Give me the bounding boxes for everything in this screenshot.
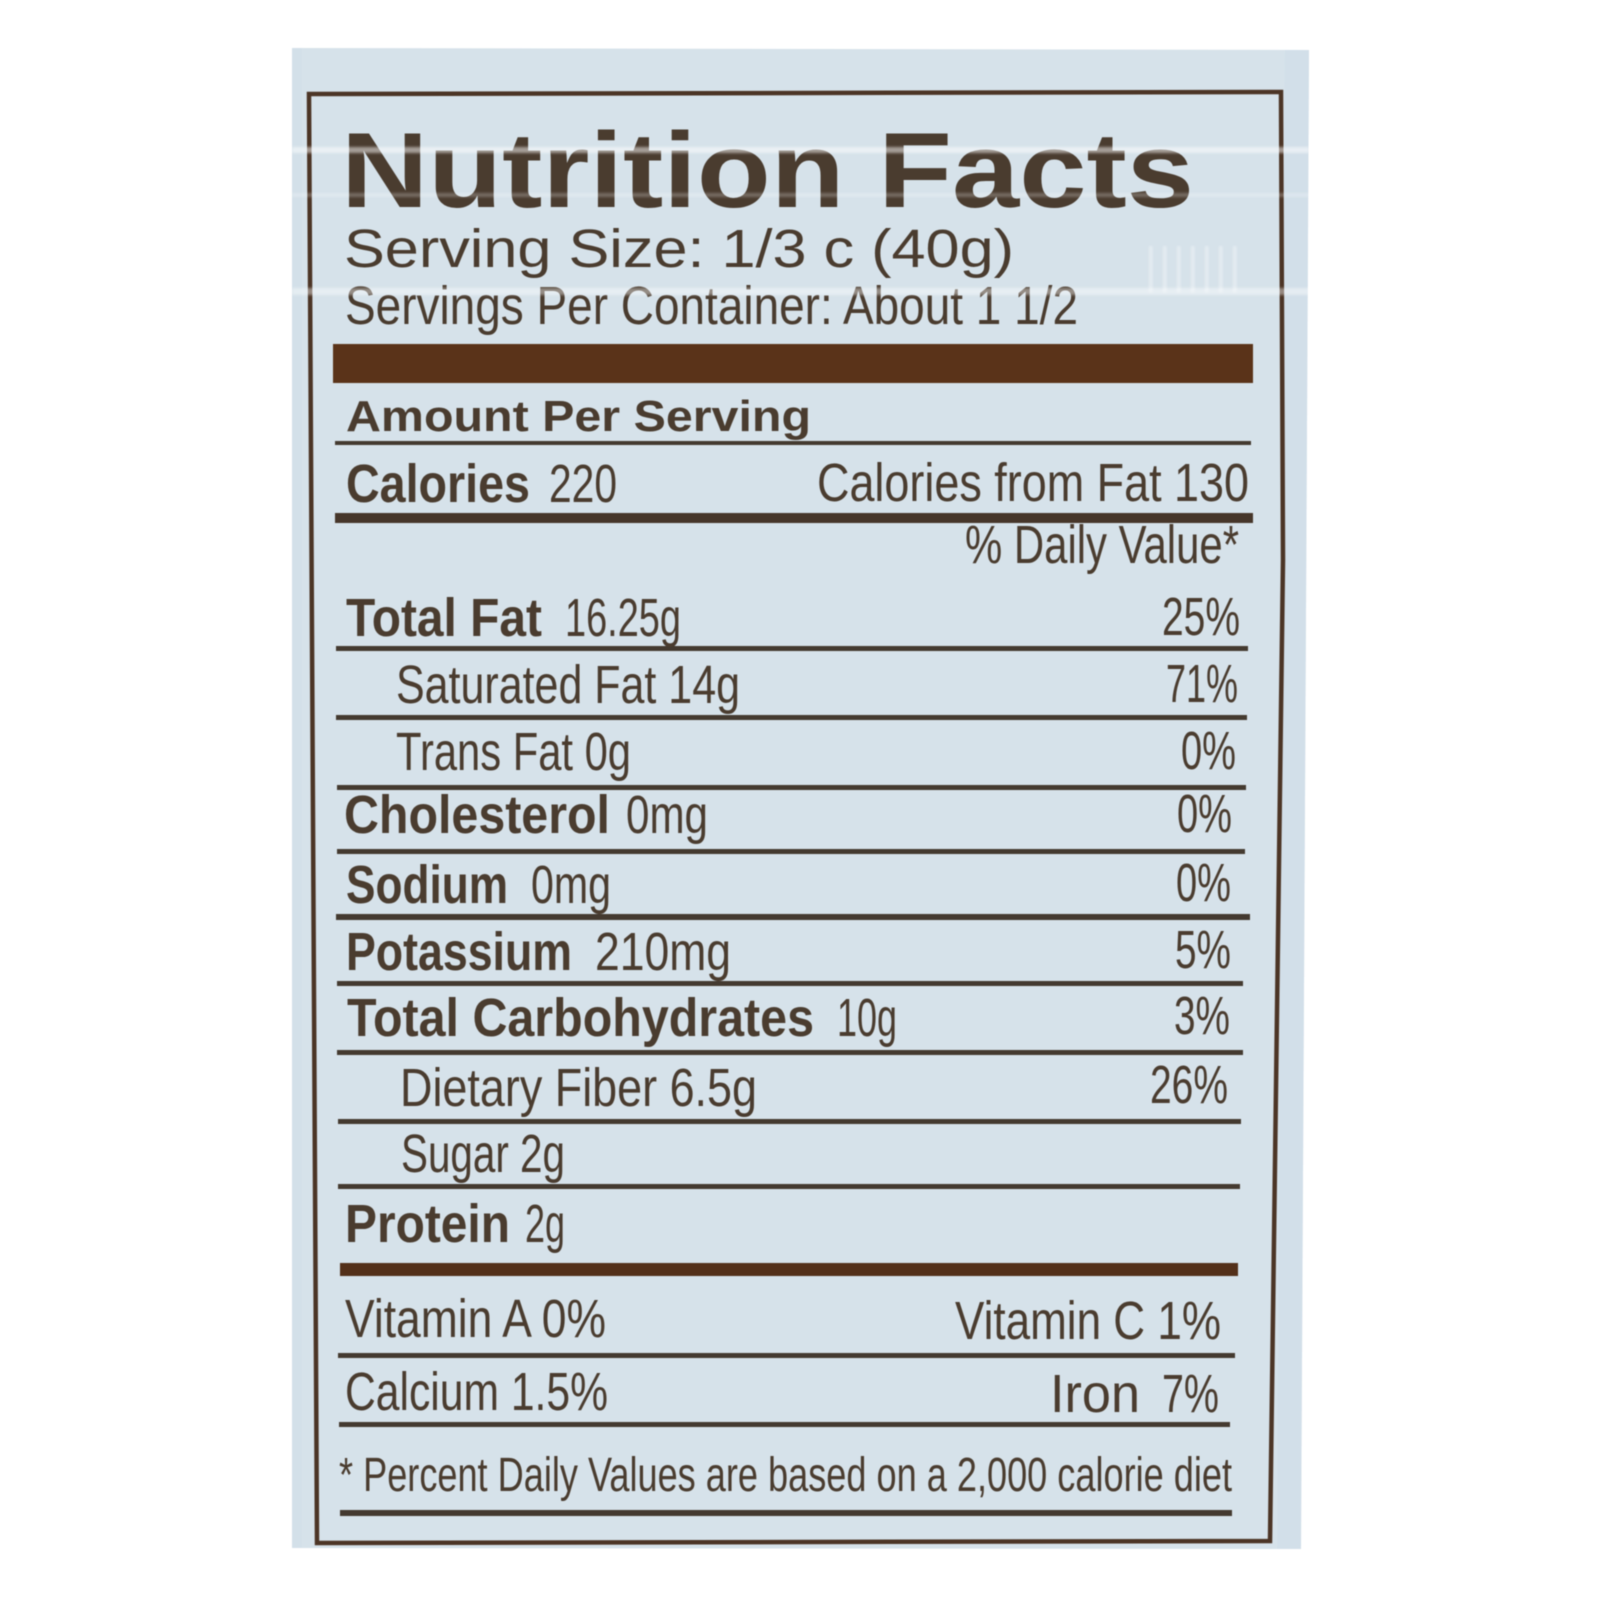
svg-text:3%: 3% (1174, 986, 1230, 1046)
svg-text:0%: 0% (1177, 784, 1232, 844)
svg-text:71%: 71% (1166, 654, 1238, 714)
svg-text:0%: 0% (1181, 721, 1236, 781)
svg-text:Total Fat: Total Fat (346, 588, 542, 648)
svg-text:Nutrition Facts: Nutrition Facts (341, 110, 1194, 230)
svg-text:220: 220 (549, 454, 617, 514)
svg-text:Trans Fat 0g: Trans Fat 0g (396, 722, 631, 782)
svg-text:Calories from Fat 130: Calories from Fat 130 (817, 453, 1249, 513)
svg-text:Cholesterol: Cholesterol (344, 785, 610, 845)
svg-text:Vitamin A 0%: Vitamin A 0% (345, 1289, 606, 1349)
svg-text:0mg: 0mg (626, 785, 708, 845)
svg-text:2g: 2g (525, 1194, 565, 1254)
svg-text:26%: 26% (1150, 1055, 1228, 1115)
svg-text:Calories: Calories (346, 454, 530, 514)
svg-text:0mg: 0mg (531, 855, 611, 915)
svg-text:Saturated Fat 14g: Saturated Fat 14g (396, 655, 740, 715)
svg-text:% Daily Value*: % Daily Value* (965, 515, 1239, 575)
svg-text:210mg: 210mg (595, 922, 731, 982)
svg-text:Potassium: Potassium (346, 922, 572, 982)
svg-text:Amount Per Serving: Amount Per Serving (346, 392, 811, 441)
svg-text:16.25g: 16.25g (565, 588, 681, 648)
svg-text:* Percent Daily Values are bas: * Percent Daily Values are based on a 2,… (339, 1449, 1232, 1502)
svg-text:Serving Size: 1/3 c (40g): Serving Size: 1/3 c (40g) (344, 219, 1014, 279)
svg-text:Vitamin C 1%: Vitamin C 1% (955, 1291, 1221, 1351)
svg-text:7%: 7% (1162, 1364, 1219, 1424)
svg-text:Total Carbohydrates: Total Carbohydrates (347, 988, 814, 1048)
svg-text:10g: 10g (837, 988, 897, 1048)
svg-text:Sodium: Sodium (346, 855, 508, 915)
svg-text:Dietary Fiber 6.5g: Dietary Fiber 6.5g (400, 1058, 757, 1118)
svg-text:0%: 0% (1176, 853, 1231, 913)
svg-text:5%: 5% (1175, 920, 1231, 980)
svg-text:Calcium 1.5%: Calcium 1.5% (345, 1362, 608, 1422)
svg-text:25%: 25% (1162, 587, 1240, 647)
svg-text:Iron: Iron (1050, 1364, 1140, 1424)
svg-text:Servings Per Container: About: Servings Per Container: About 1 1/2 (345, 276, 1078, 336)
svg-text:Sugar 2g: Sugar 2g (401, 1124, 565, 1184)
svg-text:Protein: Protein (345, 1194, 510, 1254)
